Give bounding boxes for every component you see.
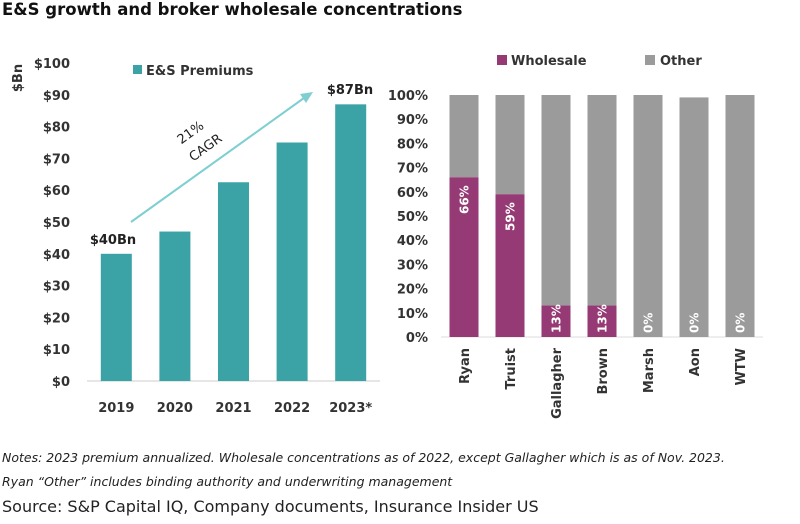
y-tick-label: 0% bbox=[406, 331, 428, 346]
y-tick-label: 100% bbox=[388, 89, 428, 104]
y-tick-label: $80 bbox=[43, 121, 70, 136]
bar-2022 bbox=[276, 142, 308, 381]
y-tick-label: 10% bbox=[397, 307, 428, 322]
y-tick-label: 60% bbox=[397, 186, 428, 201]
x-tick-label: WTW bbox=[734, 348, 749, 386]
data-label: 59% bbox=[504, 202, 518, 231]
legend-swatch-es-premiums bbox=[133, 65, 142, 74]
y-tick-label: $60 bbox=[43, 184, 70, 199]
y-tick-label: $10 bbox=[43, 343, 70, 358]
bar-other-Brown bbox=[587, 95, 617, 306]
y-tick-label: 20% bbox=[397, 283, 428, 298]
legend-label-other: Other bbox=[660, 54, 702, 69]
legend-swatch-wholesale bbox=[497, 55, 507, 65]
x-tick-label: Ryan bbox=[458, 348, 473, 384]
x-tick-label: 2020 bbox=[157, 401, 193, 416]
es-premiums-chart: $0 $10 $20 $30 $40 $50 $60 $70 $80 $90 $100 $Bn 2019… bbox=[11, 57, 380, 416]
data-label: 0% bbox=[734, 313, 748, 333]
y-tick-label: 40% bbox=[397, 234, 428, 249]
legend-label-wholesale: Wholesale bbox=[511, 54, 587, 69]
bar-2019 bbox=[100, 253, 132, 381]
bar-other-Aon bbox=[679, 97, 709, 337]
bar-2021 bbox=[218, 182, 249, 381]
bar-wholesale-Gallagher bbox=[541, 305, 571, 337]
end-value-label: $87Bn bbox=[327, 83, 373, 98]
x-tick-label: 2023* bbox=[329, 401, 372, 416]
x-tick-label: 2019 bbox=[98, 401, 134, 416]
y-tick-label: $70 bbox=[43, 152, 70, 167]
bar-other-Gallagher bbox=[541, 95, 571, 306]
data-label: 13% bbox=[550, 304, 564, 333]
note-line-1: Notes: 2023 premium annualized. Wholesal… bbox=[2, 450, 725, 465]
data-label: 0% bbox=[688, 313, 702, 333]
y-tick-label: 50% bbox=[397, 210, 428, 225]
y-tick-label: $100 bbox=[34, 57, 70, 72]
bar-wholesale-Truist bbox=[495, 194, 525, 337]
start-value-label: $40Bn bbox=[90, 233, 136, 248]
bar-wholesale-Ryan bbox=[449, 177, 479, 337]
bar-other-WTW bbox=[725, 95, 755, 337]
legend-label-es-premiums: E&S Premiums bbox=[146, 64, 254, 79]
y-tick-label: $20 bbox=[43, 311, 70, 326]
y-tick-label: 90% bbox=[397, 113, 428, 128]
y-axis-label: $Bn bbox=[11, 64, 26, 92]
page-title: E&S growth and broker wholesale concentr… bbox=[2, 0, 463, 19]
y-tick-label: $0 bbox=[52, 375, 70, 390]
bar-2023* bbox=[335, 104, 367, 381]
charts: $0 $10 $20 $30 $40 $50 $60 $70 $80 $90 $100 $Bn 2019… bbox=[11, 54, 763, 419]
y-tick-label: 70% bbox=[397, 162, 428, 177]
bar-other-Marsh bbox=[633, 95, 663, 337]
x-tick-label: Truist bbox=[504, 348, 519, 390]
bar-2020 bbox=[159, 231, 191, 381]
y-tick-label: $30 bbox=[43, 280, 70, 295]
data-label: 66% bbox=[458, 185, 472, 214]
note-line-2: Ryan “Other” includes binding authority … bbox=[2, 474, 453, 489]
wholesale-concentration-chart: 0% 10% 20% 30% 40% 50% 60% 70% 80% 90% 100% 66% Ryan… bbox=[388, 54, 763, 419]
bar-other-Truist bbox=[495, 95, 525, 195]
bar-other-Ryan bbox=[449, 95, 479, 178]
x-tick-label: 2021 bbox=[215, 401, 251, 416]
data-label: 13% bbox=[596, 304, 610, 333]
y-tick-label: $90 bbox=[43, 89, 70, 104]
y-tick-label: 80% bbox=[397, 137, 428, 152]
cagr-arrow-line bbox=[130, 97, 305, 223]
x-tick-label: Aon bbox=[688, 348, 703, 376]
source-text: Source: S&P Capital IQ, Company document… bbox=[2, 497, 539, 516]
y-tick-label: 30% bbox=[397, 258, 428, 273]
data-label: 0% bbox=[642, 313, 656, 333]
x-tick-label: Brown bbox=[596, 348, 611, 395]
bar-wholesale-Brown bbox=[587, 305, 617, 337]
x-tick-label: Gallagher bbox=[550, 347, 565, 419]
x-tick-label: Marsh bbox=[642, 348, 657, 393]
y-tick-label: $50 bbox=[43, 216, 70, 231]
legend-swatch-other bbox=[645, 55, 655, 65]
x-tick-label: 2022 bbox=[274, 401, 310, 416]
y-tick-label: $40 bbox=[43, 248, 70, 263]
cagr-arrow-head bbox=[300, 92, 313, 103]
